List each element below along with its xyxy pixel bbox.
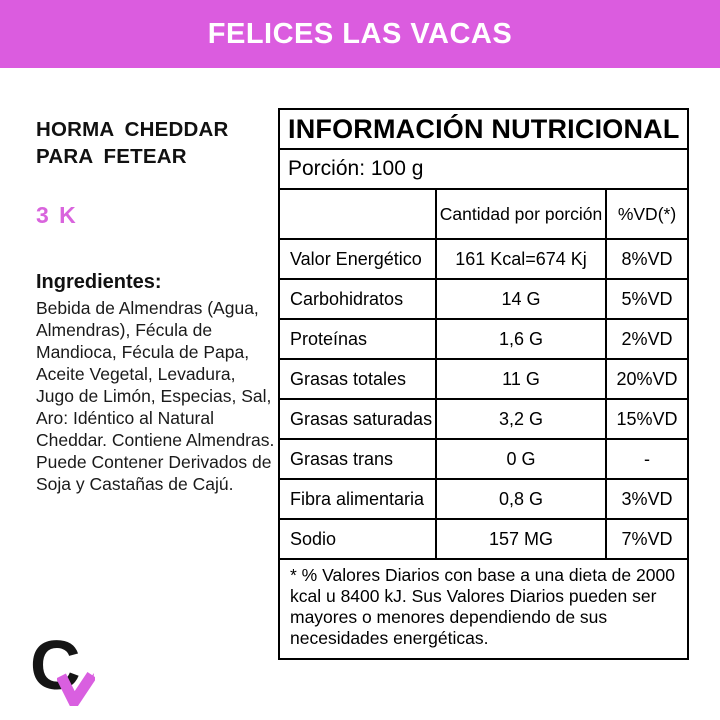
row-vd: 15%VD xyxy=(605,398,689,440)
table-row: Valor Energético 161 Kcal=674 Kj 8%VD xyxy=(278,238,689,280)
row-label: Carbohidratos xyxy=(278,278,437,320)
footnote-text: * % Valores Diarios con base a una dieta… xyxy=(278,558,689,660)
row-label: Valor Energético xyxy=(278,238,437,280)
product-weight: 3 K xyxy=(36,202,78,228)
row-amount: 11 G xyxy=(435,358,607,400)
row-vd: 2%VD xyxy=(605,318,689,360)
column-header-row: Cantidad por porción %VD(*) xyxy=(278,188,689,240)
row-amount: 161 Kcal=674 Kj xyxy=(435,238,607,280)
table-row: Proteínas 1,6 G 2%VD xyxy=(278,318,689,360)
row-label: Sodio xyxy=(278,518,437,560)
brand-title: FELICES LAS VACAS xyxy=(207,17,513,50)
table-row: Grasas saturadas 3,2 G 15%VD xyxy=(278,398,689,440)
table-row: Sodio 157 MG 7%VD xyxy=(278,518,689,560)
row-amount: 1,6 G xyxy=(435,318,607,360)
table-row: Grasas trans 0 G - xyxy=(278,438,689,480)
brand-bar: FELICES LAS VACAS xyxy=(0,0,720,68)
column-header-amount: Cantidad por porción xyxy=(435,188,607,240)
row-amount: 0 G xyxy=(435,438,607,480)
brand-logo: C xyxy=(30,630,106,714)
row-label: Proteínas xyxy=(278,318,437,360)
ingredients-title: Ingredientes: xyxy=(36,271,162,293)
table-title: INFORMACIÓN NUTRICIONAL xyxy=(278,108,689,150)
row-amount: 0,8 G xyxy=(435,478,607,520)
row-vd: 20%VD xyxy=(605,358,689,400)
table-title-row: INFORMACIÓN NUTRICIONAL xyxy=(278,108,689,150)
column-header-empty xyxy=(278,188,437,240)
footnote-row: * % Valores Diarios con base a una dieta… xyxy=(278,558,689,660)
table-row: Grasas totales 11 G 20%VD xyxy=(278,358,689,400)
table-row: Fibra alimentaria 0,8 G 3%VD xyxy=(278,478,689,520)
product-name-line1: HORMA CHEDDAR xyxy=(36,118,229,141)
row-label: Grasas saturadas xyxy=(278,398,437,440)
product-name-line2: PARA FETEAR xyxy=(36,145,187,168)
column-header-vd: %VD(*) xyxy=(605,188,689,240)
portion-row: Porción: 100 g xyxy=(278,148,689,190)
row-vd: - xyxy=(605,438,689,480)
label-content: HORMA CHEDDAR PARA FETEAR 3 K Ingredient… xyxy=(0,68,720,660)
row-vd: 3%VD xyxy=(605,478,689,520)
row-amount: 3,2 G xyxy=(435,398,607,440)
product-name: HORMA CHEDDAR PARA FETEAR xyxy=(36,116,278,170)
row-amount: 157 MG xyxy=(435,518,607,560)
nutrition-table-section: INFORMACIÓN NUTRICIONAL Porción: 100 g C… xyxy=(278,108,689,660)
row-label: Fibra alimentaria xyxy=(278,478,437,520)
row-vd: 8%VD xyxy=(605,238,689,280)
row-label: Grasas trans xyxy=(278,438,437,480)
row-vd: 5%VD xyxy=(605,278,689,320)
portion-label: Porción: 100 g xyxy=(278,148,689,190)
row-vd: 7%VD xyxy=(605,518,689,560)
nutrition-table: INFORMACIÓN NUTRICIONAL Porción: 100 g C… xyxy=(278,108,689,660)
product-info-column: HORMA CHEDDAR PARA FETEAR 3 K Ingredient… xyxy=(36,108,278,660)
row-label: Grasas totales xyxy=(278,358,437,400)
table-row: Carbohidratos 14 G 5%VD xyxy=(278,278,689,320)
ingredients-text: Bebida de Almendras (Agua, Almendras), F… xyxy=(36,298,275,494)
logo-check-icon xyxy=(57,671,95,706)
row-amount: 14 G xyxy=(435,278,607,320)
